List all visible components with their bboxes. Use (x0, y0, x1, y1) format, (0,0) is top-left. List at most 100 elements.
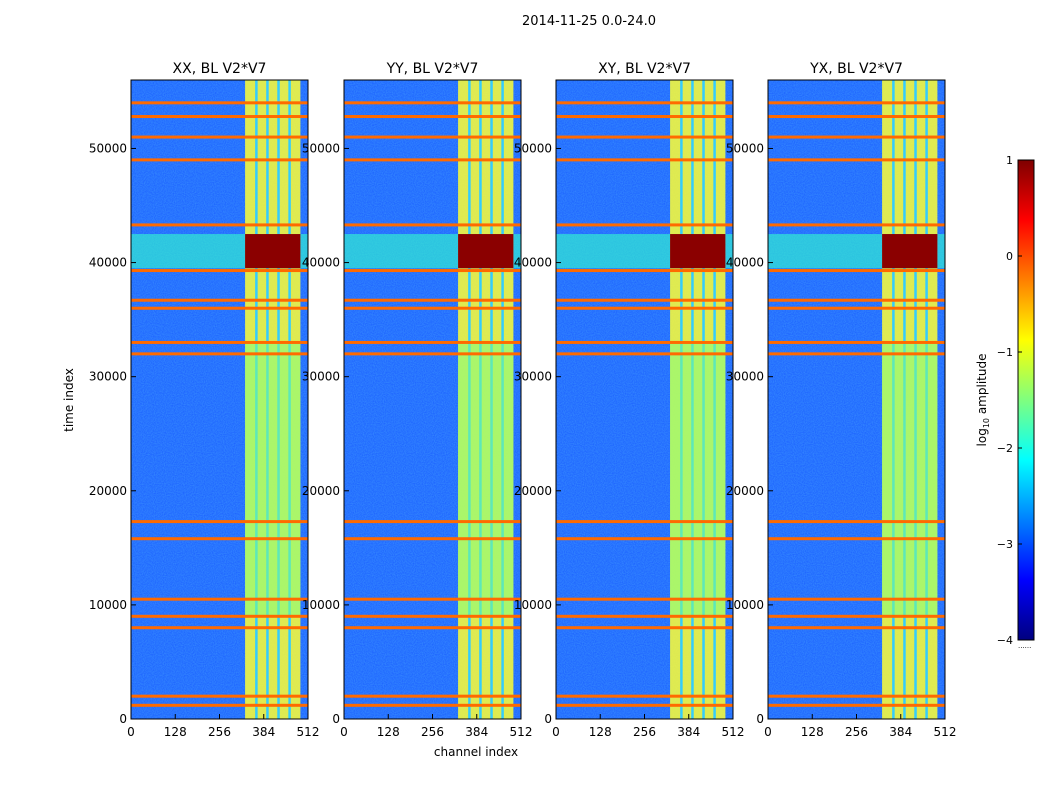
y-tick-label: 10000 (89, 598, 127, 612)
x-tick-label: 256 (208, 725, 231, 739)
y-tick-label: 40000 (514, 256, 552, 270)
x-tick-label: 512 (722, 725, 745, 739)
flagged-row (344, 537, 521, 541)
flagged-row (131, 626, 308, 630)
flagged-row (131, 352, 308, 356)
x-tick-label: 128 (801, 725, 824, 739)
panel-3: YX, BL V2*V7 0 128 256 384 512 0 10000 20000 3000… (726, 61, 957, 739)
x-tick-label: 128 (589, 725, 612, 739)
heatmap-band-mid (882, 342, 938, 617)
colorbar-gradient (1017, 159, 1035, 641)
flagged-row (131, 115, 308, 119)
flagged-row (131, 537, 308, 541)
heatmap-hot-cell (882, 234, 938, 269)
flagged-row (768, 101, 945, 105)
flagged-row (556, 101, 733, 105)
flagged-row (768, 537, 945, 541)
y-axis-label: time index (62, 368, 76, 432)
x-tick-label: 0 (127, 725, 135, 739)
flagged-row (768, 306, 945, 310)
y-tick-label: 10000 (514, 598, 552, 612)
flagged-row (768, 223, 945, 227)
flagged-row (556, 135, 733, 139)
flagged-row (768, 626, 945, 630)
heatmap-hot-cell (670, 234, 726, 269)
y-tick-label: 20000 (89, 484, 127, 498)
figure-title: 2014-11-25 0.0-24.0 (522, 14, 656, 29)
x-tick-label: 0 (764, 725, 772, 739)
flagged-row (131, 597, 308, 601)
flagged-row (344, 352, 521, 356)
flagged-row (131, 340, 308, 344)
heatmap-band-mid (245, 342, 301, 617)
y-tick-label: 40000 (89, 256, 127, 270)
flagged-row (556, 298, 733, 302)
flagged-row (556, 306, 733, 310)
heatmap-band-mid (670, 342, 726, 617)
flagged-row (556, 597, 733, 601)
flagged-row (556, 520, 733, 524)
flagged-row (344, 158, 521, 162)
x-tick-label: 0 (552, 725, 560, 739)
flagged-row (556, 537, 733, 541)
y-tick-label: 20000 (514, 484, 552, 498)
flagged-row (556, 269, 733, 273)
flagged-row (556, 340, 733, 344)
flagged-row (768, 298, 945, 302)
colorbar-footer: ...... (1018, 642, 1031, 650)
x-tick-label: 384 (677, 725, 700, 739)
y-tick-label: 50000 (726, 141, 764, 155)
flagged-row (556, 352, 733, 356)
flagged-row (344, 298, 521, 302)
y-tick-label: 40000 (302, 256, 340, 270)
flagged-row (131, 101, 308, 105)
flagged-row (344, 135, 521, 139)
flagged-row (131, 520, 308, 524)
colorbar-label: log10 amplitude (975, 354, 991, 447)
panels-group: XX, BL V2*V7 0 128 256 384 512 0 10000 20000 3000… (89, 61, 957, 739)
flagged-row (768, 269, 945, 273)
flagged-row (131, 306, 308, 310)
y-tick-label: 0 (756, 712, 764, 726)
y-tick-label: 40000 (726, 256, 764, 270)
panel-title: YX, BL V2*V7 (809, 61, 903, 77)
x-tick-label: 256 (845, 725, 868, 739)
y-tick-label: 50000 (302, 141, 340, 155)
flagged-row (768, 694, 945, 698)
y-tick-label: 20000 (302, 484, 340, 498)
flagged-row (556, 614, 733, 618)
flagged-row (344, 306, 521, 310)
flagged-row (131, 703, 308, 707)
heatmap-hot-cell (245, 234, 301, 269)
x-tick-label: 128 (377, 725, 400, 739)
x-axis-label: channel index (434, 745, 518, 759)
colorbar-tick-label: −4 (997, 634, 1013, 647)
y-tick-label: 30000 (302, 370, 340, 384)
flagged-row (768, 614, 945, 618)
flagged-row (344, 614, 521, 618)
flagged-row (556, 158, 733, 162)
flagged-row (344, 269, 521, 273)
panel-title: XY, BL V2*V7 (598, 61, 691, 77)
flagged-row (344, 694, 521, 698)
flagged-row (131, 158, 308, 162)
flagged-row (344, 115, 521, 119)
y-tick-label: 30000 (726, 370, 764, 384)
flagged-row (768, 352, 945, 356)
panel-0: XX, BL V2*V7 0 128 256 384 512 0 10000 20000 3000… (89, 61, 320, 739)
x-tick-label: 512 (510, 725, 533, 739)
flagged-row (768, 520, 945, 524)
flagged-row (556, 115, 733, 119)
y-tick-label: 50000 (514, 141, 552, 155)
colorbar-tick-label: −3 (997, 538, 1013, 551)
x-tick-label: 512 (934, 725, 957, 739)
x-tick-label: 0 (340, 725, 348, 739)
colorbar-tick-label: −1 (997, 346, 1013, 359)
panel-1: YY, BL V2*V7 0 128 256 384 512 0 10000 20000 3000… (302, 61, 533, 739)
colorbar-tick-label: 0 (1006, 250, 1013, 263)
x-tick-label: 384 (252, 725, 275, 739)
flagged-row (556, 223, 733, 227)
panel-title: YY, BL V2*V7 (386, 61, 479, 77)
colorbar: 1 0 −1 −2 −3 −4 ...... log10 amplitude (975, 154, 1035, 650)
